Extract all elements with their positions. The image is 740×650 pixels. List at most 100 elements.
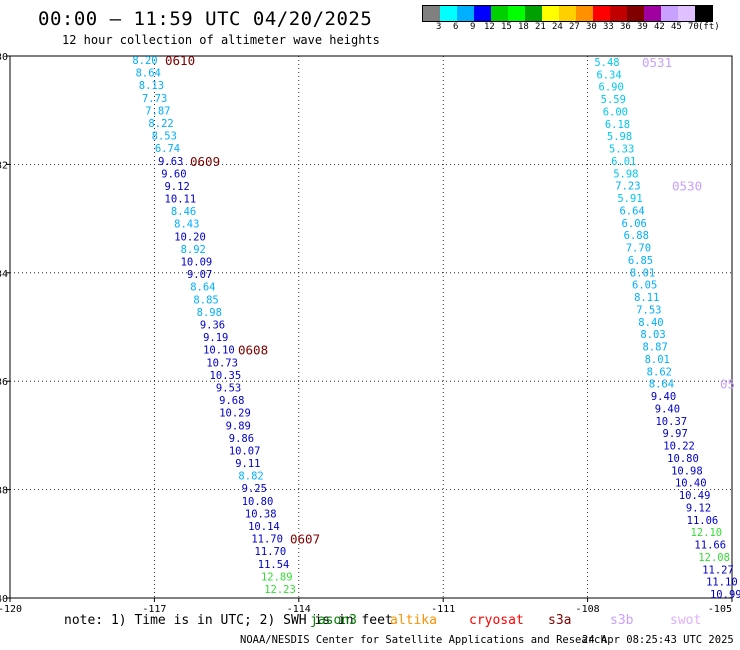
wave-height-value: 10.98	[671, 465, 703, 477]
colorbar-label: 39	[637, 22, 648, 32]
wave-height-value: 6.34	[596, 69, 621, 81]
map-frame	[9, 55, 733, 599]
page-subtitle: 12 hour collection of altimeter wave hei…	[62, 33, 380, 47]
colorbar-label: 3	[436, 22, 442, 32]
colorbar-label: 30	[586, 22, 597, 32]
wave-height-value: 10.14	[248, 521, 280, 533]
colorbar-swatch	[627, 6, 644, 21]
colorbar-swatch	[678, 6, 695, 21]
colorbar-swatch	[525, 6, 542, 21]
wave-height-value: 10.20	[174, 231, 206, 243]
colorbar-swatch	[474, 6, 491, 21]
wave-height-value: 7.87	[145, 105, 170, 117]
wave-height-value: 10.80	[242, 496, 274, 508]
wave-height-value: 9.12	[164, 181, 189, 193]
wave-height-value: 8.01	[630, 267, 655, 279]
wave-height-value: 8.40	[638, 317, 663, 329]
pass-time-label: 05	[720, 377, 735, 392]
wave-height-value: 8.46	[171, 206, 196, 218]
wave-height-value: 9.97	[663, 428, 688, 440]
wave-height-value: 11.27	[702, 564, 734, 576]
wave-height-value: 10.09	[181, 257, 213, 269]
wave-height-value: 10.49	[679, 490, 711, 502]
wave-height-value: 10.37	[655, 416, 687, 428]
pass-time-label: 0530	[672, 179, 702, 194]
satellite-legend-item: cryosat	[469, 613, 524, 628]
colorbar-swatch	[491, 6, 508, 21]
wave-height-value: 12.23	[264, 584, 296, 596]
wave-height-value: 8.22	[148, 118, 173, 130]
x-tick-label: -105	[708, 604, 732, 615]
wave-height-value: 9.60	[161, 168, 186, 180]
wave-height-value: 8.64	[136, 68, 161, 80]
wave-height-value: 7.70	[626, 243, 651, 255]
wave-height-value: 10.99	[710, 589, 740, 601]
wave-height-value: 11.70	[251, 534, 283, 546]
wave-height-value: 9.11	[235, 458, 260, 470]
colorbar-label: 6	[453, 22, 459, 32]
wave-height-value: 6.85	[628, 255, 653, 267]
wave-height-value: 11.06	[687, 515, 719, 527]
wave-height-value: 8.43	[174, 219, 199, 231]
x-tick-label: -111	[431, 604, 455, 615]
wave-height-value: 9.12	[686, 502, 711, 514]
wave-height-value: 5.98	[613, 168, 638, 180]
colorbar-label: 45	[671, 22, 682, 32]
wave-height-value: 9.36	[200, 320, 225, 332]
wave-height-value: 7.53	[636, 304, 661, 316]
colorbar-label: 24	[552, 22, 563, 32]
x-tick-label: -114	[287, 604, 311, 615]
wave-height-value: 11.66	[694, 540, 726, 552]
y-tick-label: -36	[0, 377, 8, 388]
wave-height-value: 11.10	[706, 577, 738, 589]
pass-time-label: 0607	[290, 532, 320, 547]
wave-height-value: 9.89	[226, 420, 251, 432]
colorbar-label: 42	[654, 22, 665, 32]
wave-height-value: 10.73	[206, 357, 238, 369]
wave-height-value: 6.05	[632, 280, 657, 292]
wave-height-value: 7.73	[142, 93, 167, 105]
wave-height-value: 8.64	[649, 379, 674, 391]
wave-height-value: 8.13	[139, 80, 164, 92]
colorbar-swatch	[644, 6, 661, 21]
y-tick-label: -40	[0, 594, 8, 605]
wave-height-value: 8.03	[640, 329, 665, 341]
colorbar-label: 18	[518, 22, 529, 32]
page-title: 00:00 – 11:59 UTC 04/20/2025	[38, 8, 373, 30]
wave-height-value: 9.40	[655, 403, 680, 415]
wave-height-value: 9.86	[229, 433, 254, 445]
wave-height-value: 6.64	[619, 205, 644, 217]
wave-height-value: 9.63	[158, 156, 183, 168]
colorbar-swatch	[508, 6, 525, 21]
wave-height-value: 6.90	[599, 82, 624, 94]
wave-height-value: 12.10	[691, 527, 723, 539]
y-tick-label: -30	[0, 52, 8, 63]
wave-height-value: 6.18	[605, 119, 630, 131]
credit-text: NOAA/NESDIS Center for Satellite Applica…	[240, 634, 607, 646]
y-tick-label: -32	[0, 160, 8, 171]
wave-height-value: 10.35	[210, 370, 242, 382]
wave-height-value: 6.74	[155, 143, 180, 155]
wave-height-value: 8.01	[645, 354, 670, 366]
wave-height-value: 10.40	[675, 478, 707, 490]
wave-height-value: 9.53	[216, 382, 241, 394]
pass-time-label: 0609	[190, 154, 220, 169]
generated-timestamp: 24 Apr 08:25:43 UTC 2025	[582, 634, 734, 646]
wave-height-value: 10.80	[667, 453, 699, 465]
units-note: note: 1) Time is in UTC; 2) SWH is in fe…	[64, 613, 393, 628]
wave-height-value: 8.92	[181, 244, 206, 256]
colorbar-swatch	[610, 6, 627, 21]
colorbar-label: 21	[535, 22, 546, 32]
y-tick-label: -34	[0, 269, 8, 280]
wave-height-value: 7.23	[615, 181, 640, 193]
colorbar-label: 15	[501, 22, 512, 32]
colorbar-swatch	[695, 6, 712, 21]
wave-height-value: 8.20	[132, 55, 157, 67]
wave-height-value: 6.00	[603, 106, 628, 118]
wave-height-value: 8.11	[634, 292, 659, 304]
wave-height-value: 10.22	[663, 441, 695, 453]
wave-height-value: 5.59	[601, 94, 626, 106]
wave-height-value: 8.82	[238, 471, 263, 483]
wave-height-value: 6.88	[624, 230, 649, 242]
